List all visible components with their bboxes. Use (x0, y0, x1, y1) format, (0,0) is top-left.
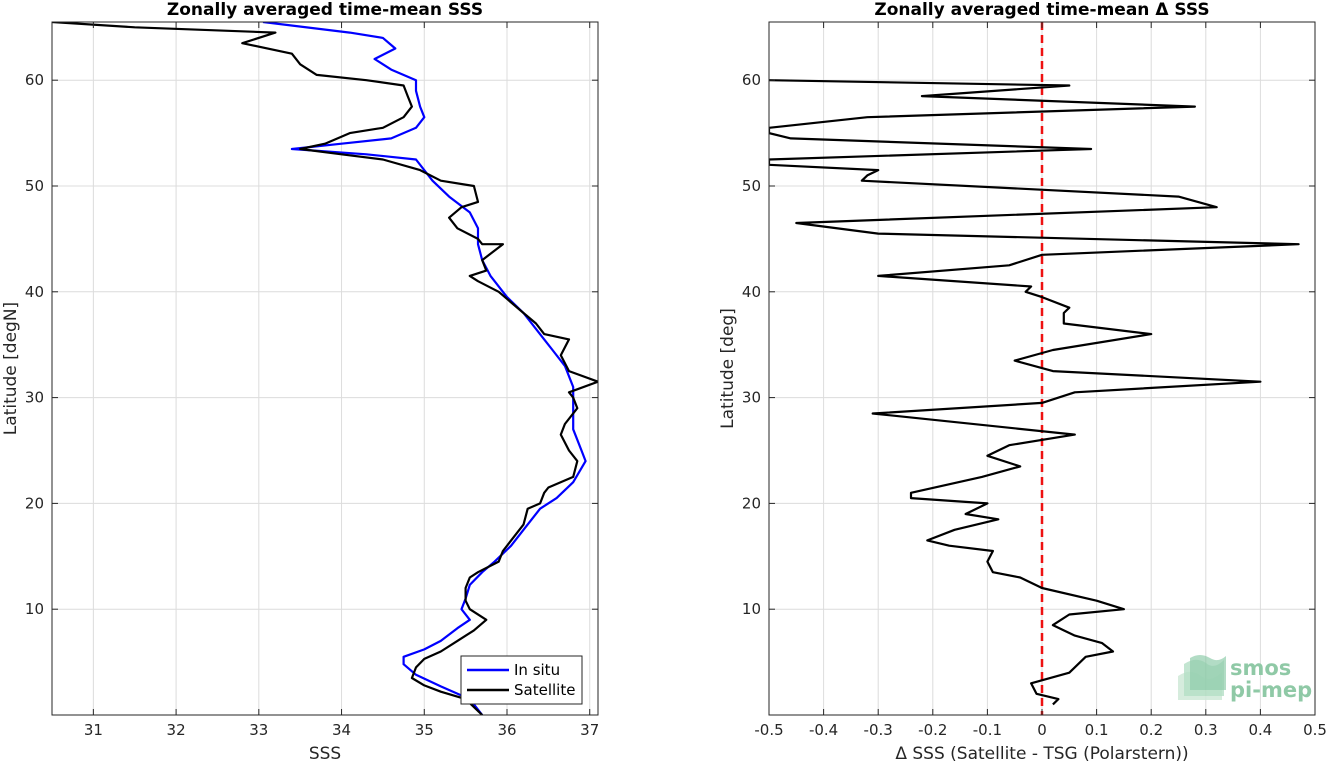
right-y-axis-label: Latitude [deg] (718, 308, 738, 429)
x-tick-label: 0.1 (1085, 721, 1109, 739)
x-tick-label: 0.4 (1248, 721, 1272, 739)
left-chart-title: Zonally averaged time-mean SSS (167, 0, 483, 20)
legend-label-satellite: Satellite (514, 681, 575, 699)
left-x-axis-label: SSS (309, 744, 341, 764)
x-tick-label: -0.4 (809, 721, 838, 739)
left-ticks: 31 32 33 34 35 36 37 10 20 30 40 50 60 (25, 22, 599, 739)
y-tick-label: 40 (742, 283, 761, 301)
left-axes-frame (51, 21, 599, 716)
y-tick-label: 10 (25, 600, 44, 618)
logo-text-smos: smos (1230, 656, 1291, 680)
x-tick-label: 0 (1037, 721, 1047, 739)
right-series-group (769, 22, 1300, 715)
legend-box (460, 655, 583, 705)
left-plot-area (52, 22, 598, 715)
series-line-satellite (52, 22, 598, 715)
right-x-axis-label: Δ SSS (Satellite - TSG (Polarstern)) (895, 744, 1188, 764)
x-tick-label: 31 (84, 721, 103, 739)
smos-pi-mep-logo: smos pi-mep (1178, 655, 1312, 702)
legend-label-in-situ: In situ (514, 661, 560, 679)
y-tick-label: 20 (742, 494, 761, 512)
y-tick-label: 30 (25, 389, 44, 407)
x-tick-label: 32 (167, 721, 186, 739)
x-tick-label: -0.3 (864, 721, 893, 739)
x-tick-label: 0.3 (1194, 721, 1218, 739)
x-tick-label: 37 (580, 721, 599, 739)
left-legend: In situ Satellite (460, 655, 583, 705)
x-tick-label: -0.5 (754, 721, 783, 739)
x-tick-label: 0.2 (1139, 721, 1163, 739)
y-tick-label: 60 (25, 71, 44, 89)
x-tick-label: 0.5 (1303, 721, 1327, 739)
right-chart-panel: -0.5 -0.4 -0.3 -0.2 -0.1 0 0.1 0.2 0.3 0.4 0.5 10 20… (718, 0, 1327, 764)
y-tick-label: 50 (742, 177, 761, 195)
y-tick-label: 30 (742, 389, 761, 407)
right-ticks: -0.5 -0.4 -0.3 -0.2 -0.1 0 0.1 0.2 0.3 0.4 0.5 10 20… (742, 22, 1327, 739)
series-line-delta-0 (769, 79, 1300, 706)
x-tick-label: 35 (415, 721, 434, 739)
x-tick-label: 34 (332, 721, 351, 739)
left-series-group (52, 22, 598, 715)
series-line-in-situ (262, 22, 587, 715)
right-chart-title: Zonally averaged time-mean Δ SSS (874, 0, 1209, 20)
y-tick-label: 10 (742, 600, 761, 618)
logo-text-pi-mep: pi-mep (1230, 678, 1312, 702)
y-tick-label: 50 (25, 177, 44, 195)
logo-wave-icon (1178, 655, 1226, 700)
x-tick-label: 36 (497, 721, 516, 739)
y-tick-label: 20 (25, 494, 44, 512)
x-tick-label: -0.2 (918, 721, 947, 739)
x-tick-label: 33 (249, 721, 268, 739)
y-tick-label: 60 (742, 71, 761, 89)
left-chart-panel: 31 32 33 34 35 36 37 10 20 30 40 50 60 Zonally avera… (1, 0, 599, 764)
left-grid (52, 22, 598, 715)
y-tick-label: 40 (25, 283, 44, 301)
x-tick-label: -0.1 (973, 721, 1002, 739)
left-y-axis-label: Latitude [degN] (1, 302, 21, 435)
